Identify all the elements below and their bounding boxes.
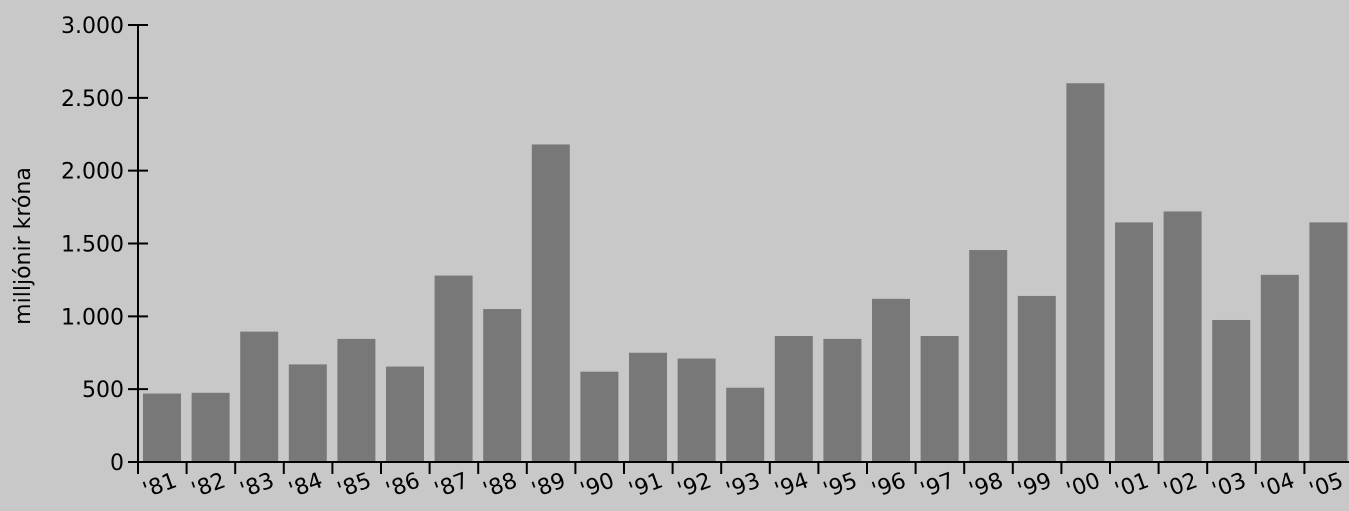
x-tick-label-'82: '82 <box>188 468 229 503</box>
bar-'95 <box>823 338 862 462</box>
axes-group: 05001.0001.5002.0002.5003.000'81'82'83'8… <box>61 14 1349 503</box>
bar-'05 <box>1309 222 1348 462</box>
x-tick-label-'02: '02 <box>1160 468 1201 503</box>
x-tick-label-'00: '00 <box>1063 468 1104 503</box>
bar-'87 <box>434 275 473 462</box>
bar-'88 <box>483 309 522 462</box>
x-tick-label-'96: '96 <box>869 468 910 503</box>
bar-'96 <box>872 298 910 462</box>
x-tick-label-'89: '89 <box>529 468 570 503</box>
bar-'84 <box>288 364 327 462</box>
y-tick-label: 2.000 <box>61 160 124 185</box>
x-tick-label-'98: '98 <box>966 468 1007 503</box>
bar-'01 <box>1115 222 1153 462</box>
x-tick-label-'94: '94 <box>772 468 813 503</box>
bar-'83 <box>240 331 279 462</box>
bars-group <box>143 83 1348 463</box>
bar-'99 <box>1017 295 1056 462</box>
bar-'89 <box>531 144 570 462</box>
bar-'03 <box>1212 319 1251 462</box>
y-tick-label: 500 <box>82 378 124 403</box>
x-tick-label-'85: '85 <box>334 468 375 503</box>
bar-'86 <box>386 366 424 462</box>
bar-'00 <box>1066 83 1105 463</box>
y-tick-label: 2.500 <box>61 87 124 112</box>
bar-'91 <box>629 352 667 462</box>
x-tick-label-'91: '91 <box>626 468 667 503</box>
bar-'81 <box>143 393 181 462</box>
bar-'82 <box>191 392 230 462</box>
x-tick-label-'81: '81 <box>140 468 181 503</box>
x-tick-label-'95: '95 <box>820 468 861 503</box>
bar-'85 <box>337 338 376 462</box>
x-tick-label-'93: '93 <box>723 468 764 503</box>
x-tick-label-'03: '03 <box>1209 468 1250 503</box>
x-tick-label-'92: '92 <box>674 468 715 503</box>
bar-'94 <box>774 336 813 462</box>
bar-'02 <box>1163 211 1202 462</box>
x-tick-label-'05: '05 <box>1306 468 1347 503</box>
bar-'93 <box>726 387 765 462</box>
y-axis-label: milljónir króna <box>11 167 36 325</box>
y-tick-label: 0 <box>110 451 124 476</box>
x-tick-label-'86: '86 <box>383 468 424 503</box>
x-tick-label-'83: '83 <box>237 468 278 503</box>
x-tick-label-'88: '88 <box>480 468 521 503</box>
x-tick-label-'90: '90 <box>577 468 618 503</box>
x-tick-label-'87: '87 <box>431 468 472 503</box>
x-tick-label-'04: '04 <box>1258 468 1299 503</box>
x-tick-label-'99: '99 <box>1015 468 1056 503</box>
y-tick-label: 1.000 <box>61 305 124 330</box>
bar-'04 <box>1260 274 1299 462</box>
x-tick-label-'01: '01 <box>1112 468 1153 503</box>
bar-'90 <box>580 371 619 462</box>
bar-'98 <box>969 250 1008 462</box>
y-tick-label: 1.500 <box>61 233 124 258</box>
bar-'97 <box>920 336 959 462</box>
bar-'92 <box>677 358 716 462</box>
x-tick-label-'97: '97 <box>917 468 958 503</box>
x-tick-label-'84: '84 <box>286 468 327 503</box>
y-tick-label: 3.000 <box>61 14 124 39</box>
